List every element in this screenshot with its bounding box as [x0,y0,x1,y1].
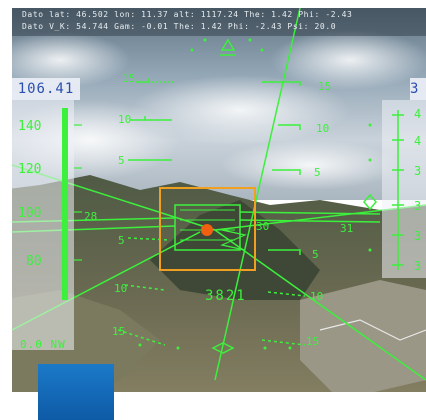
pitch-mark-right [272,169,301,175]
pitch-mark-negative [127,237,171,241]
pitch-label-left-n5: 5 [118,234,125,247]
pitch-label-left-10: 10 [118,113,131,126]
pitch-label-right-n15: 15 [306,335,319,348]
status-line-2: Dato V_K: 54.744 Gam: -0.01 The: 1.42 Ph… [22,22,337,31]
pitch-label-left-n10: 10 [114,282,127,295]
zigzag-path [220,229,247,251]
altitude-label: 3 [414,164,421,178]
speed-label: 100 [18,206,41,221]
airspeed-readout: 106.41 [12,78,80,100]
pitch-label-right-n5: 5 [312,248,319,261]
cloud [220,140,400,190]
horizon-label-far: 31 [340,222,353,235]
status-bar-bg [12,8,426,36]
altitude-tape [382,100,426,278]
target-dot [201,224,213,236]
horizon-label-right: 30 [256,220,269,233]
track-label: 0.0 NW [20,338,66,351]
pitch-label-right-5: 5 [314,166,321,179]
cloud [270,30,426,90]
pitch-label-left-15: 15 [122,72,135,85]
rocky-slope [300,280,426,400]
flight-path-grid [180,209,235,241]
pitch-mark-negative [124,284,166,291]
flight-path-box [174,204,241,251]
reference-line [214,7,301,381]
altitude-label: 4 [414,107,421,121]
speed-scale-labels: 140 120 100 80 [18,119,42,269]
pitch-mark-right [282,81,301,86]
pitch-mark-negative [117,329,166,346]
cloud [130,75,350,145]
bottom-diamond-icon [211,342,235,354]
pitch-label-left-5: 5 [118,154,125,167]
status-line-1: Dato lat: 46.502 lon: 11.37 alt: 1117.24… [22,10,353,19]
river [319,319,426,341]
pitch-labels: 15 10 5 5 10 15 15 10 5 5 10 15 28 30 31 [84,72,353,348]
speed-ticks [74,124,82,261]
heading-marker-icon [220,38,236,51]
altitude-label: 4 [414,134,421,148]
speed-bar [62,108,68,300]
altitude-label: 3 [414,229,421,243]
horizon-label-left: 28 [84,210,97,223]
pitch-label-right-10: 10 [316,122,329,135]
reference-line [214,229,426,381]
speed-label: 120 [18,162,41,177]
pitch-label-right-n10: 10 [310,290,323,303]
altitude-label: 3 [414,199,421,213]
display-border [0,0,12,420]
overlay-panel [38,364,114,420]
pitch-mark-right [268,249,301,255]
pitch-mark-right [278,124,301,130]
target-box [159,187,256,271]
altitude-readout: 3 [410,78,426,100]
center-digits: 3821 [205,288,247,304]
display-border [12,0,426,8]
horizon-line [239,211,381,215]
cloud [0,32,130,88]
altitude-label: 3 [414,259,421,273]
speed-label: 80 [26,254,42,269]
speed-label: 140 [18,119,41,134]
altitude-ticks [392,110,404,270]
horizon-line [239,219,381,223]
dot-markers [138,38,372,350]
pitch-label-left-n15: 15 [112,325,125,338]
altitude-scale-labels: 4 4 3 3 3 3 [414,107,421,273]
pitch-mark-negative [267,291,306,297]
pitch-mark-negative [261,339,306,346]
pitch-label-right-15: 15 [318,80,331,93]
waypoint-diamond-icon [363,193,377,211]
